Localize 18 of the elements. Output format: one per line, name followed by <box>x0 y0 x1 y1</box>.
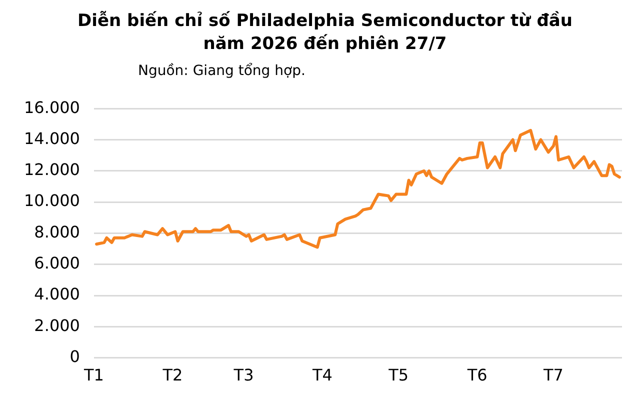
x-tick-label: T1 <box>83 366 104 385</box>
x-tick-label: T4 <box>311 366 332 385</box>
chart-subtitle: Nguồn: Giang tổng hợp. <box>138 63 306 79</box>
y-tick-label: 14.000 <box>24 128 80 148</box>
y-tick-label: 6.000 <box>34 254 80 273</box>
y-tick-label: 10.000 <box>24 191 80 210</box>
y-tick-label: 0 <box>70 346 80 366</box>
y-tick-label: 16.000 <box>24 98 80 117</box>
x-tick-label: T6 <box>466 366 488 385</box>
x-tick-label: T2 <box>162 366 183 385</box>
y-tick-label: 8.000 <box>34 222 80 242</box>
x-tick-label: T3 <box>232 366 254 385</box>
x-tick-label: T5 <box>388 366 409 385</box>
y-tick-label: 2.000 <box>34 316 80 335</box>
chart-title: Diễn biến chỉ số Philadelphia Semiconductor từ đầu năm 2026 đến phiên 27/7 <box>76 10 574 56</box>
y-tick-label: 4.000 <box>34 284 80 304</box>
y-tick-label: 12.000 <box>24 160 80 180</box>
x-tick-label: T7 <box>542 366 564 385</box>
